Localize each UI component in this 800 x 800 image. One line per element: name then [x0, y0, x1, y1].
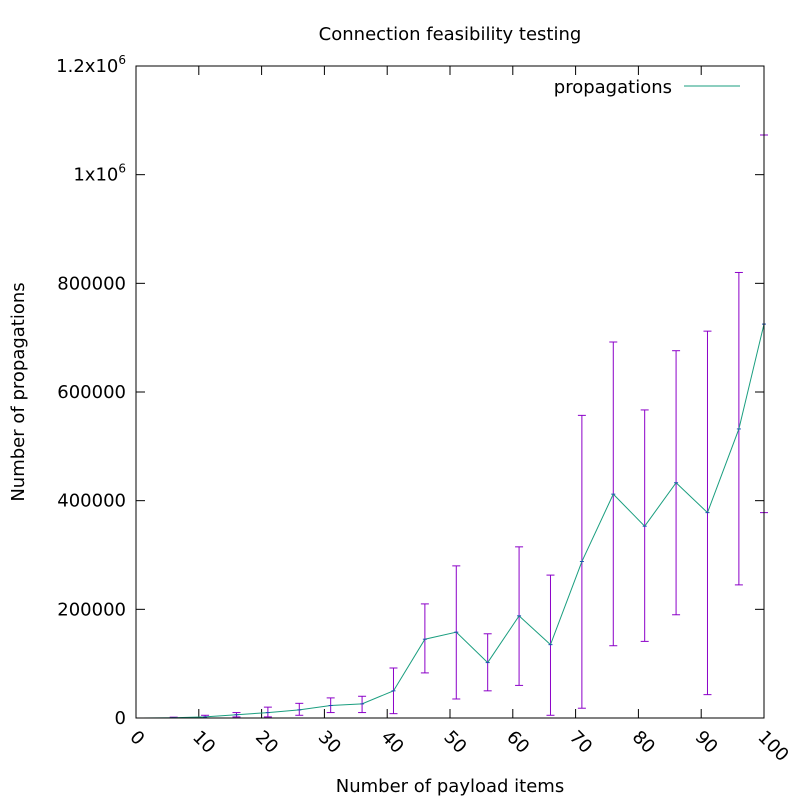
- legend-label: propagations: [554, 77, 672, 98]
- y-tick-label: 800000: [57, 273, 126, 294]
- y-tick-label: 600000: [57, 382, 126, 403]
- chart-title: Connection feasibility testing: [319, 24, 582, 45]
- y-tick-label: 200000: [57, 599, 126, 620]
- y-tick-label: 0: [115, 708, 126, 729]
- legend: propagations: [554, 77, 740, 98]
- y-tick-label-exponent: 6: [118, 53, 126, 67]
- y-tick-label-exponent: 6: [118, 162, 126, 176]
- y-tick-label-base: 1.2x10: [56, 56, 118, 77]
- y-tick-label: 400000: [57, 491, 126, 512]
- error-bar: [358, 695, 367, 714]
- y-tick-label: 1x106: [73, 162, 126, 186]
- y-tick-label-base: 1x10: [73, 165, 118, 186]
- plot-frame: [135, 65, 765, 719]
- error-bar: [295, 702, 304, 716]
- y-tick-label: 1.2x106: [56, 53, 126, 77]
- error-bar: [263, 706, 272, 718]
- y-axis-label: Number of propagations: [8, 282, 29, 501]
- error-bar: [420, 603, 429, 674]
- x-axis-label: Number of payload items: [336, 776, 564, 797]
